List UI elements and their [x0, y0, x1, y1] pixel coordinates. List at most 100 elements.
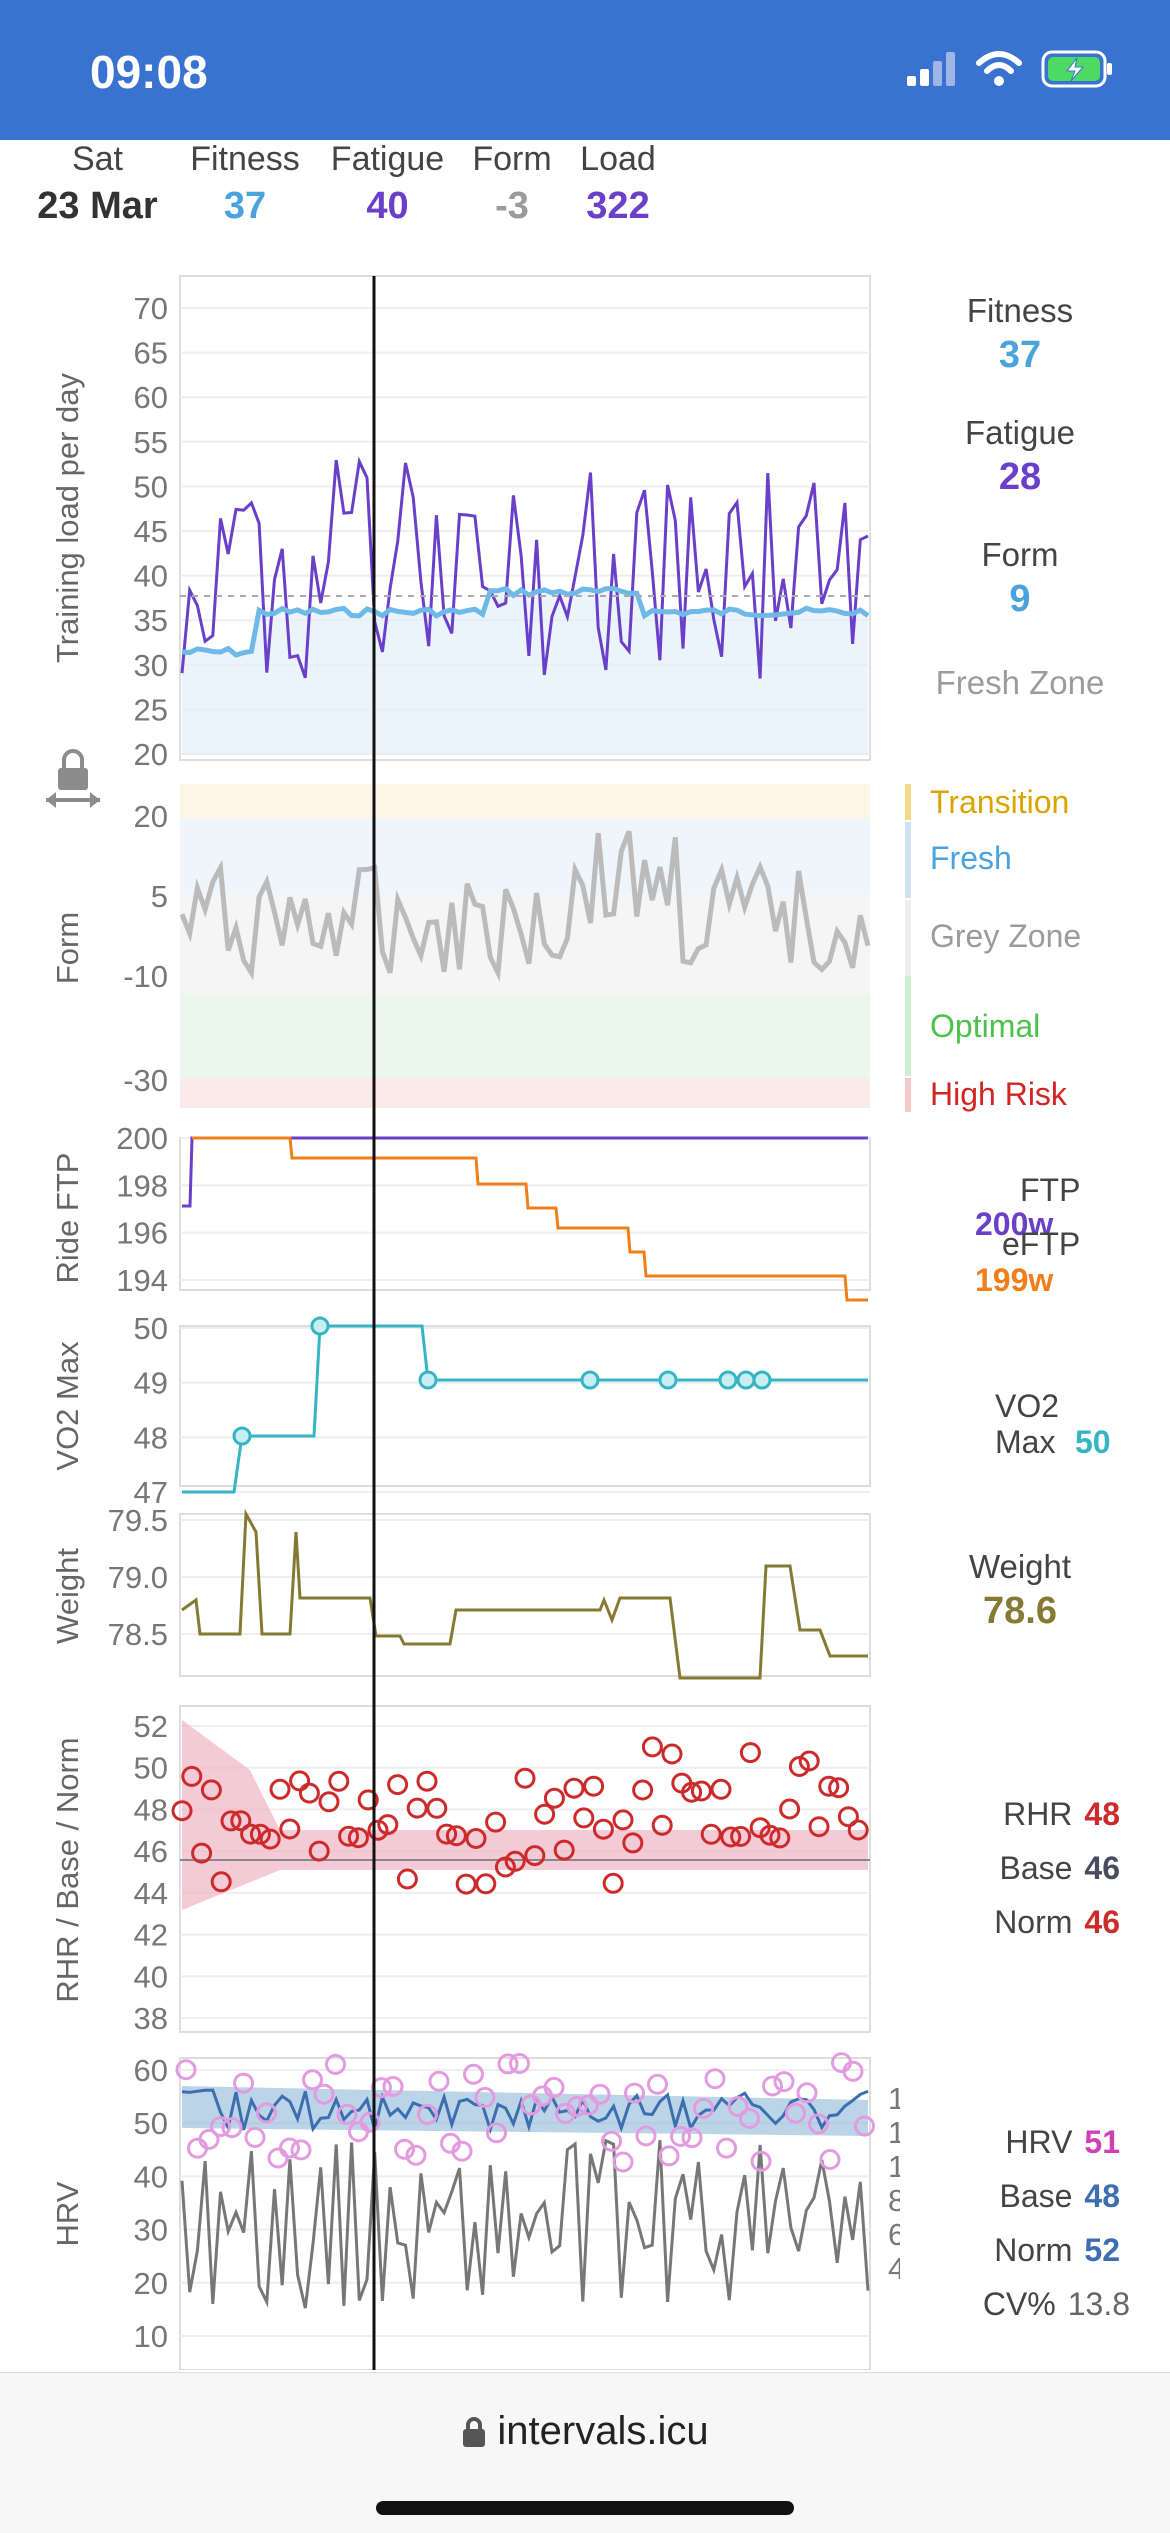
- rhr-point[interactable]: [690, 1780, 712, 1802]
- rhr-point[interactable]: [445, 1825, 467, 1847]
- hrv-point[interactable]: [670, 2125, 691, 2147]
- rhr-point[interactable]: [338, 1825, 360, 1847]
- rhr-point[interactable]: [396, 1868, 418, 1890]
- form-chart[interactable]: Form: [50, 784, 870, 1380]
- rhr-point[interactable]: [328, 1770, 350, 1792]
- rhr-point[interactable]: [661, 1743, 683, 1765]
- hrv-point[interactable]: [244, 2126, 266, 2148]
- hrv-point[interactable]: [474, 2086, 496, 2108]
- rhr-point[interactable]: [612, 1809, 634, 1831]
- rhr-point[interactable]: [769, 1827, 791, 1849]
- hrv-point[interactable]: [624, 2082, 645, 2104]
- hrv-point[interactable]: [267, 2147, 289, 2169]
- vo2-point[interactable]: [310, 1316, 330, 1336]
- rhr-point[interactable]: [406, 1797, 428, 1819]
- rhr-point[interactable]: [318, 1791, 340, 1813]
- vo2-point[interactable]: [752, 1370, 772, 1390]
- rhr-point[interactable]: [455, 1873, 477, 1895]
- rhr-point[interactable]: [436, 1823, 458, 1845]
- rhr-point[interactable]: [651, 1814, 673, 1836]
- fitness-charts[interactable]: Training load per day Form Ride FTP VO2 …: [0, 270, 900, 2370]
- hrv-point[interactable]: [704, 2068, 726, 2090]
- rhr-point[interactable]: [465, 1828, 487, 1849]
- hrv-point[interactable]: [555, 2102, 576, 2124]
- hrv-point[interactable]: [210, 2116, 231, 2138]
- rhr-point[interactable]: [739, 1742, 761, 1764]
- hrv-point[interactable]: [279, 2137, 300, 2159]
- hrv-point[interactable]: [382, 2076, 404, 2097]
- vo2-point[interactable]: [658, 1370, 678, 1390]
- hrv-point[interactable]: [635, 2125, 657, 2147]
- vo2-point[interactable]: [718, 1370, 738, 1390]
- hrv-point[interactable]: [509, 2053, 530, 2074]
- rhr-point[interactable]: [583, 1775, 605, 1797]
- rhr-point[interactable]: [171, 1800, 193, 1822]
- hrv-point[interactable]: [313, 2083, 335, 2105]
- hrv-point[interactable]: [198, 2128, 220, 2150]
- rhr-point[interactable]: [798, 1750, 820, 1772]
- rhr-point[interactable]: [377, 1814, 399, 1836]
- hrv-point[interactable]: [451, 2140, 473, 2162]
- hrv-point[interactable]: [762, 2075, 783, 2097]
- weight-chart[interactable]: Weight: [50, 1513, 871, 1677]
- hrv-point[interactable]: [842, 2060, 864, 2082]
- rhr-point[interactable]: [426, 1797, 448, 1819]
- hrv-point[interactable]: [578, 2094, 599, 2116]
- vo2-chart[interactable]: VO2 Max: [50, 1325, 871, 1487]
- hrv-point[interactable]: [750, 2150, 772, 2172]
- hrv-point[interactable]: [417, 2103, 438, 2125]
- hrv-point[interactable]: [359, 2111, 381, 2133]
- rhr-point[interactable]: [230, 1810, 252, 1832]
- rhr-point[interactable]: [730, 1825, 752, 1847]
- hrv-point[interactable]: [693, 2097, 714, 2119]
- rhr-point[interactable]: [200, 1779, 222, 1801]
- load-chart[interactable]: Training load per day: [50, 275, 871, 761]
- hrv-point[interactable]: [405, 2144, 427, 2166]
- rhr-point[interactable]: [210, 1871, 232, 1893]
- rhr-point[interactable]: [485, 1811, 507, 1833]
- hrv-point[interactable]: [601, 2130, 622, 2152]
- rhr-point[interactable]: [181, 1765, 203, 1787]
- hrv-point[interactable]: [589, 2083, 611, 2105]
- url-display[interactable]: intervals.icu: [0, 2409, 1170, 2454]
- vo2-point[interactable]: [418, 1370, 438, 1390]
- rhr-point[interactable]: [641, 1736, 663, 1758]
- rhr-point[interactable]: [387, 1774, 409, 1796]
- hrv-point[interactable]: [543, 2076, 565, 2098]
- hrv-point[interactable]: [428, 2070, 450, 2092]
- rhr-point[interactable]: [543, 1787, 565, 1809]
- hrv-point[interactable]: [716, 2137, 737, 2159]
- hrv-point[interactable]: [612, 2151, 634, 2173]
- rhr-point[interactable]: [759, 1824, 781, 1846]
- hrv-point[interactable]: [221, 2117, 243, 2139]
- rhr-point[interactable]: [828, 1777, 850, 1799]
- hrv-point[interactable]: [808, 2113, 829, 2135]
- hrv-point[interactable]: [463, 2063, 484, 2085]
- hrv-point[interactable]: [819, 2149, 841, 2170]
- hrv-point[interactable]: [785, 2102, 806, 2124]
- rhr-point[interactable]: [347, 1827, 369, 1849]
- rhr-point[interactable]: [534, 1803, 556, 1825]
- rhr-chart[interactable]: RHR / Base / Norm: [50, 1705, 871, 2033]
- home-indicator[interactable]: [376, 2501, 794, 2515]
- rhr-point[interactable]: [681, 1781, 703, 1803]
- hrv-point[interactable]: [658, 2145, 680, 2167]
- rhr-point[interactable]: [573, 1807, 595, 1829]
- rhr-point[interactable]: [249, 1823, 271, 1845]
- ftp-chart[interactable]: Ride FTP: [50, 1137, 871, 1291]
- hrv-point[interactable]: [233, 2072, 254, 2094]
- rhr-point[interactable]: [563, 1777, 585, 1799]
- hrv-point[interactable]: [681, 2127, 703, 2149]
- rhr-point[interactable]: [308, 1840, 330, 1862]
- rhr-point[interactable]: [818, 1775, 840, 1797]
- vo2-point[interactable]: [580, 1370, 600, 1390]
- hrv-point[interactable]: [739, 2108, 760, 2129]
- rhr-point[interactable]: [504, 1850, 526, 1872]
- hrv-point[interactable]: [256, 2102, 277, 2124]
- vo2-point[interactable]: [232, 1426, 252, 1446]
- rhr-point[interactable]: [191, 1842, 213, 1864]
- hrv-point[interactable]: [773, 2071, 795, 2093]
- rhr-point[interactable]: [592, 1818, 614, 1840]
- rhr-point[interactable]: [553, 1839, 575, 1861]
- rhr-point[interactable]: [279, 1818, 301, 1840]
